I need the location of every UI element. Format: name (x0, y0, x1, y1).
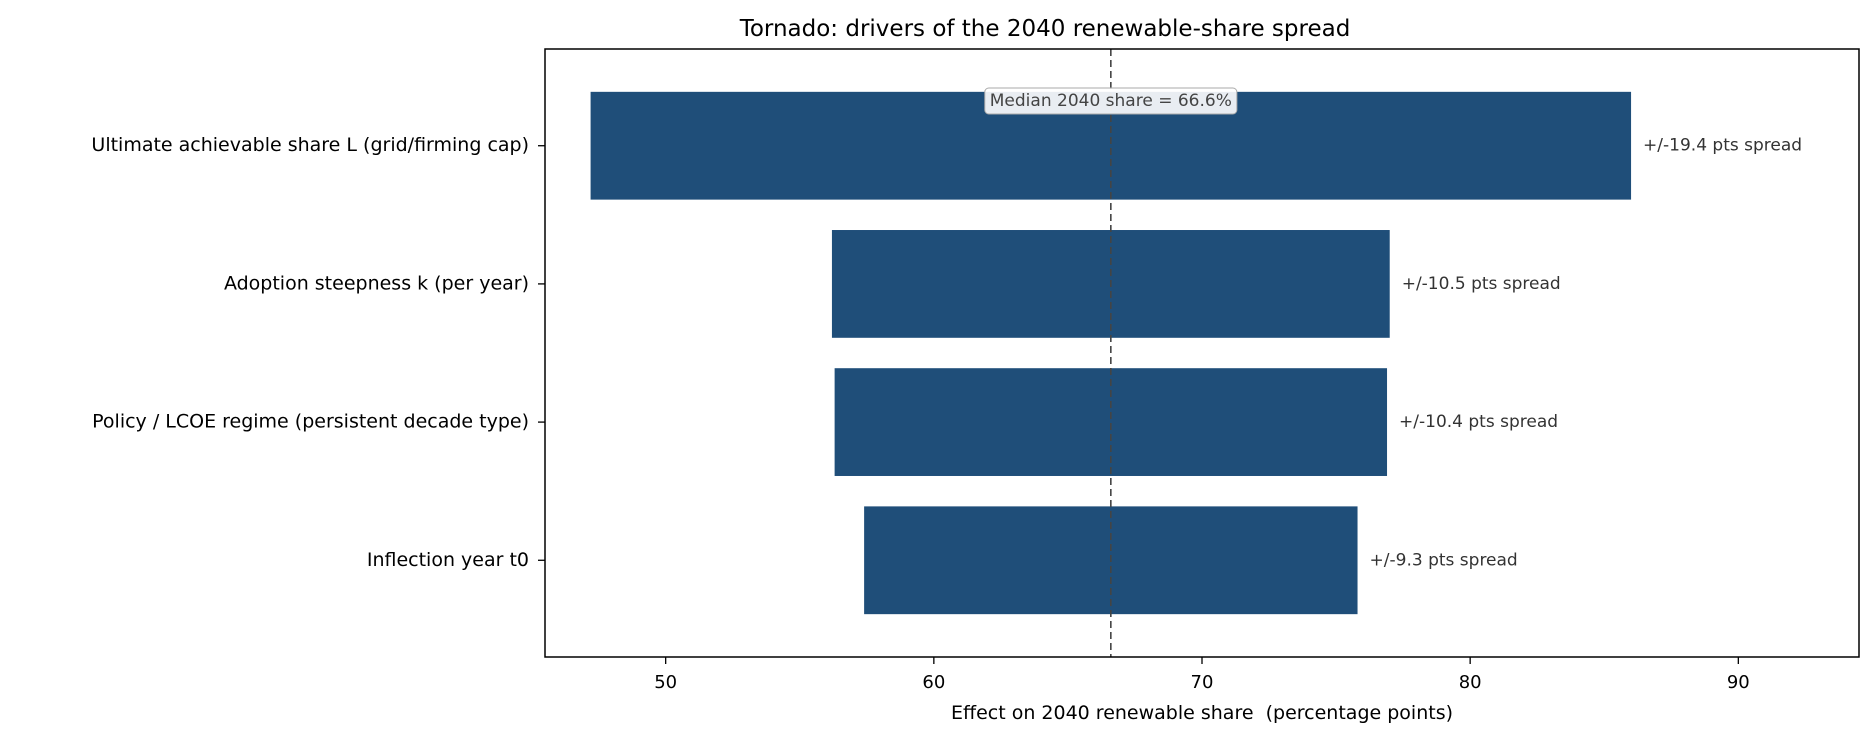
spread-label-0: +/-19.4 pts spread (1643, 136, 1802, 156)
median-layer: Median 2040 share = 66.6% (984, 49, 1238, 657)
bars-layer: +/-19.4 pts spread +/-10.5 pts spread +/-1… (590, 91, 1802, 615)
x-tick-label-1: 60 (922, 672, 945, 693)
median-label: Median 2040 share = 66.6% (990, 91, 1232, 111)
plot-frame (544, 48, 1860, 658)
category-label-1: Adoption steepness k (per year) (224, 272, 529, 294)
category-label-0: Ultimate achievable share L (grid/firmin… (91, 134, 529, 156)
category-label-3: Inflection year t0 (367, 549, 529, 571)
spread-label-2: +/-10.4 pts spread (1399, 412, 1558, 432)
x-tick-label-3: 80 (1459, 672, 1482, 693)
median-label-box: Median 2040 share = 66.6% (984, 87, 1238, 115)
category-labels: Ultimate achievable share L (grid/firmin… (91, 134, 545, 571)
x-ticks: 50 60 70 80 90 (654, 657, 1750, 693)
x-tick-label-4: 90 (1727, 672, 1750, 693)
median-label-frame (984, 87, 1238, 115)
x-axis-label: Effect on 2040 renewable share (percenta… (951, 702, 1453, 724)
x-tick-label-0: 50 (654, 672, 677, 693)
chart-title: Tornado: drivers of the 2040 renewable-s… (739, 16, 1351, 42)
spread-label-3: +/-9.3 pts spread (1370, 550, 1518, 570)
spread-label-1: +/-10.5 pts spread (1402, 274, 1561, 294)
category-label-2: Policy / LCOE regime (persistent decade … (92, 411, 529, 433)
x-tick-label-2: 70 (1191, 672, 1214, 693)
